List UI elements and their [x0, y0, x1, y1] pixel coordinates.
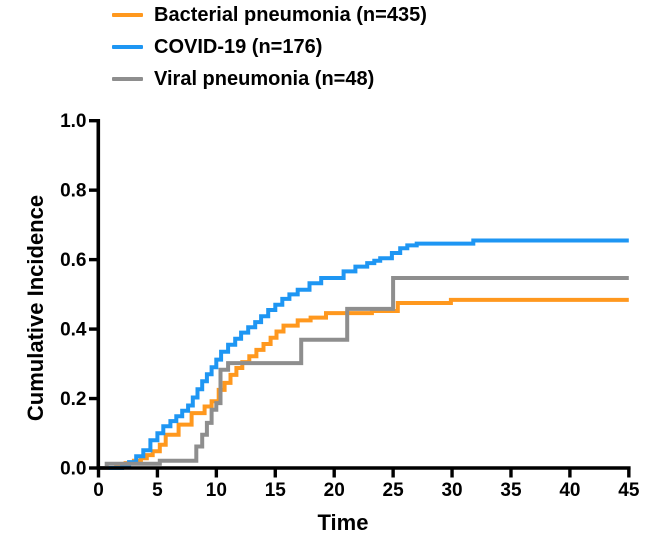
x-tick-label: 30 — [441, 480, 462, 501]
y-tick-label: 0.6 — [60, 250, 86, 271]
x-tick-label: 20 — [324, 480, 345, 501]
legend-item-viral-pneumonia: Viral pneumonia (n=48) — [112, 67, 427, 91]
legend-item-bacterial-pneumonia: Bacterial pneumonia (n=435) — [112, 3, 427, 27]
legend-line-viral-icon — [112, 77, 143, 81]
y-tick-label: 0.8 — [60, 181, 86, 202]
x-axis-title: Time — [318, 510, 369, 535]
legend: Bacterial pneumonia (n=435) COVID-19 (n=… — [112, 3, 427, 99]
x-tick-label: 0 — [93, 480, 104, 501]
y-tick-label: 0.2 — [60, 389, 86, 410]
y-axis-title: Cumulative Incidence — [23, 195, 48, 421]
x-tick-label: 35 — [500, 480, 522, 501]
legend-line-bacterial-icon — [112, 13, 143, 17]
y-tick-label: 0.4 — [60, 320, 87, 341]
legend-label-covid-19: COVID-19 (n=176) — [154, 36, 323, 58]
series-curve-1 — [98, 238, 629, 470]
x-tick-label: 45 — [618, 480, 640, 501]
x-tick-label: 5 — [152, 480, 163, 501]
y-tick-label: 0.0 — [60, 459, 86, 480]
x-tick-label: 40 — [559, 480, 580, 501]
axes — [96, 119, 631, 470]
x-tick-label: 10 — [206, 480, 227, 501]
legend-label-viral-pneumonia: Viral pneumonia (n=48) — [154, 68, 375, 90]
y-tick-label: 1.0 — [60, 111, 86, 132]
x-tick-label: 25 — [383, 480, 405, 501]
legend-line-covid-icon — [112, 45, 143, 49]
series-curve-2 — [98, 276, 629, 470]
legend-item-covid-19: COVID-19 (n=176) — [112, 35, 427, 59]
legend-label-bacterial-pneumonia: Bacterial pneumonia (n=435) — [154, 4, 427, 26]
series-curve-0 — [98, 297, 629, 470]
x-tick-label: 15 — [265, 480, 287, 501]
